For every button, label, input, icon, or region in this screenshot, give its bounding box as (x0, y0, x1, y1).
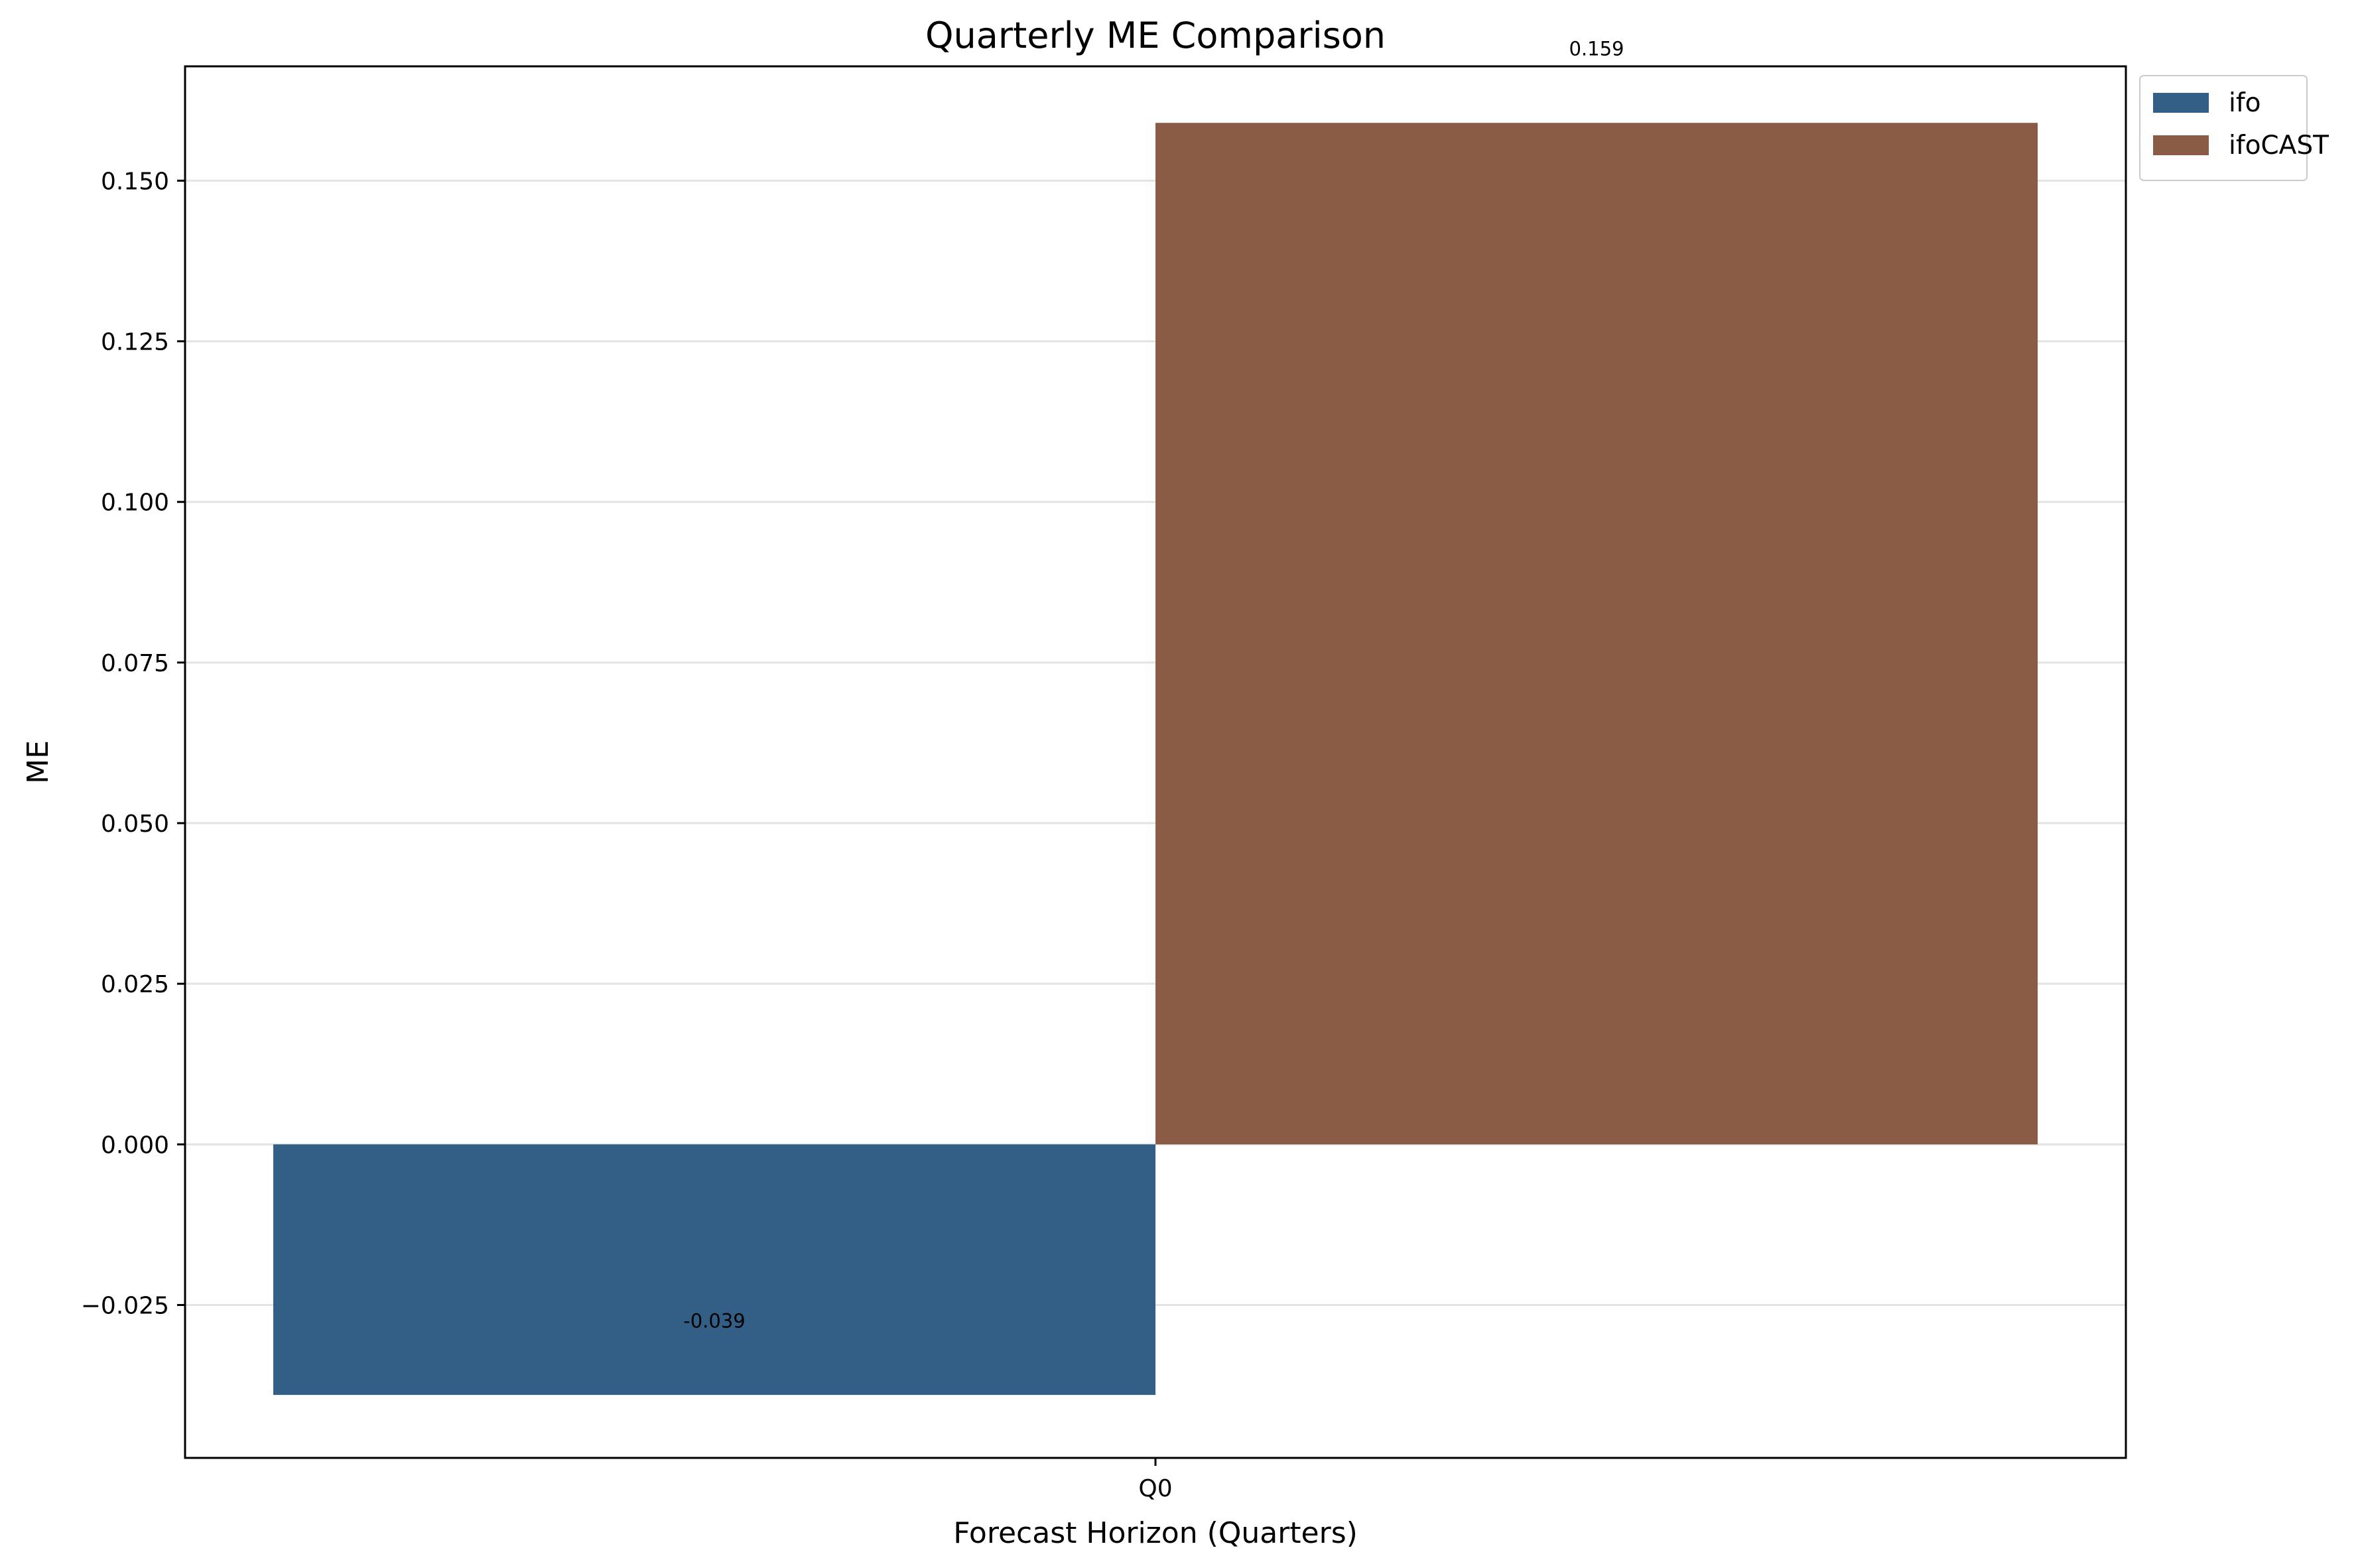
y-tick-label: −0.025 (81, 1292, 169, 1319)
y-tick-label: 0.025 (101, 971, 169, 998)
y-axis-label: ME (21, 740, 55, 784)
legend-swatch-ifoCAST (2153, 135, 2209, 155)
bars (273, 123, 2038, 1396)
y-tick-label: 0.000 (101, 1132, 169, 1159)
y-tick-label: 0.150 (101, 168, 169, 195)
y-tick-label: 0.125 (101, 329, 169, 356)
bar-ifoCAST (1155, 123, 2038, 1145)
data-label-ifo: -0.039 (683, 1309, 746, 1332)
chart-title: Quarterly ME Comparison (925, 15, 1386, 56)
data-labels: -0.039 0.159 (683, 38, 1624, 1333)
legend: ifo ifoCAST (2139, 75, 2329, 181)
legend-label-ifo: ifo (2229, 88, 2261, 118)
y-tick-label: 0.100 (101, 490, 169, 517)
y-tick-label: 0.075 (101, 650, 169, 677)
legend-swatch-ifo (2153, 93, 2209, 113)
legend-label-ifoCAST: ifoCAST (2229, 131, 2329, 161)
y-tick-label: 0.050 (101, 811, 169, 838)
bar-ifo (273, 1144, 1155, 1396)
x-tick-label: Q0 (1138, 1475, 1172, 1502)
x-axis-label: Forecast Horizon (Quarters) (953, 1516, 1358, 1550)
legend-frame (2139, 75, 2308, 181)
legend-items: ifo ifoCAST (2153, 88, 2329, 161)
data-label-ifoCAST: 0.159 (1569, 38, 1624, 60)
axis-ticks: −0.025 0.000 0.025 0.050 0.075 0.100 0.125 0.15… (81, 168, 1173, 1502)
